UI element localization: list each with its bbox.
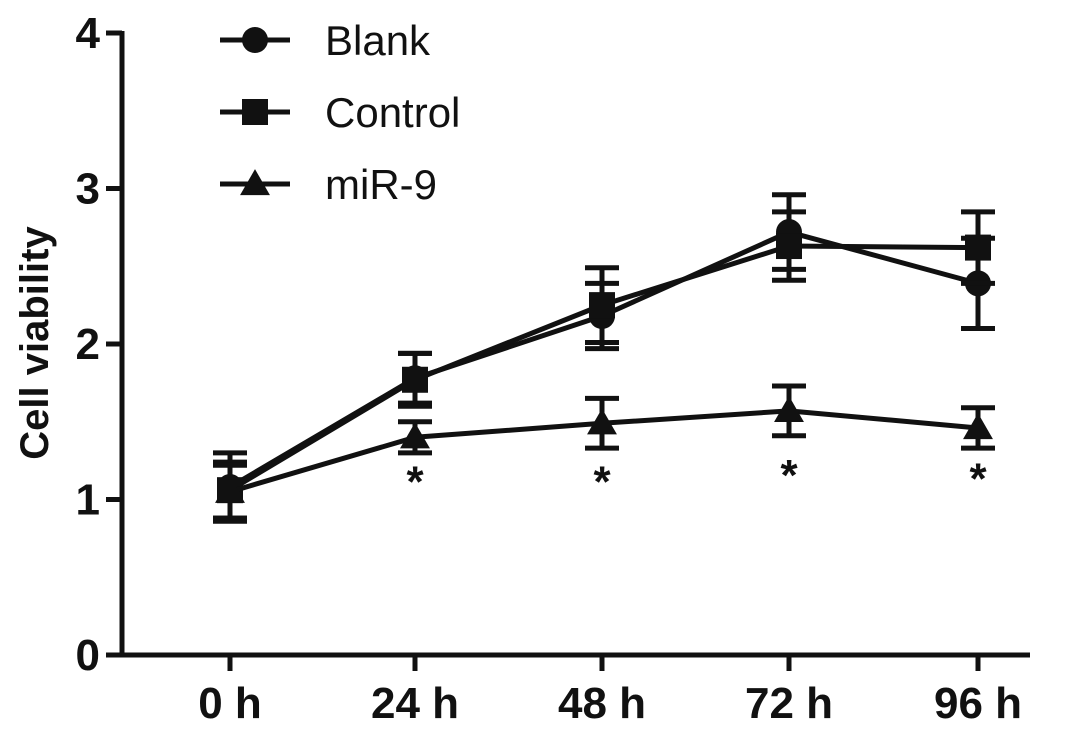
data-point-triangle <box>215 476 245 503</box>
legend-marker-circle <box>242 27 268 53</box>
y-tick-label: 0 <box>76 631 100 680</box>
data-point-square <box>589 292 615 319</box>
y-tick-label: 4 <box>76 9 101 58</box>
significance-marker: * <box>780 451 798 500</box>
data-point-square <box>776 233 802 260</box>
significance-marker: * <box>969 454 987 503</box>
y-tick-label: 1 <box>76 476 100 525</box>
x-tick-label: 0 h <box>198 679 262 728</box>
y-tick-label: 3 <box>76 165 100 214</box>
data-point-triangle <box>963 413 993 440</box>
x-tick-label: 96 h <box>934 679 1022 728</box>
legend-marker-triangle <box>240 169 270 196</box>
significance-marker: * <box>406 457 424 506</box>
legend-marker-square <box>242 99 268 125</box>
legend: Blank Control miR-9 <box>220 17 460 208</box>
y-axis-title: Cell viability <box>13 226 57 460</box>
data-point-square <box>965 234 991 261</box>
data-point-triangle <box>400 422 430 449</box>
legend-label: Blank <box>325 17 431 64</box>
x-tick-label: 24 h <box>371 679 459 728</box>
x-tick-label: 48 h <box>558 679 646 728</box>
significance-marker: * <box>593 457 611 506</box>
legend-label: Control <box>325 89 460 136</box>
data-point-square <box>402 366 428 393</box>
data-point-triangle <box>587 408 617 435</box>
legend-label: miR-9 <box>325 161 437 208</box>
x-tick-label: 72 h <box>745 679 833 728</box>
data-point-triangle <box>774 396 804 422</box>
plot-area: 0 1 2 3 4 0 h 24 h 48 h 72 h 96 h * * * * <box>76 9 1030 728</box>
y-tick-label: 2 <box>76 320 100 369</box>
